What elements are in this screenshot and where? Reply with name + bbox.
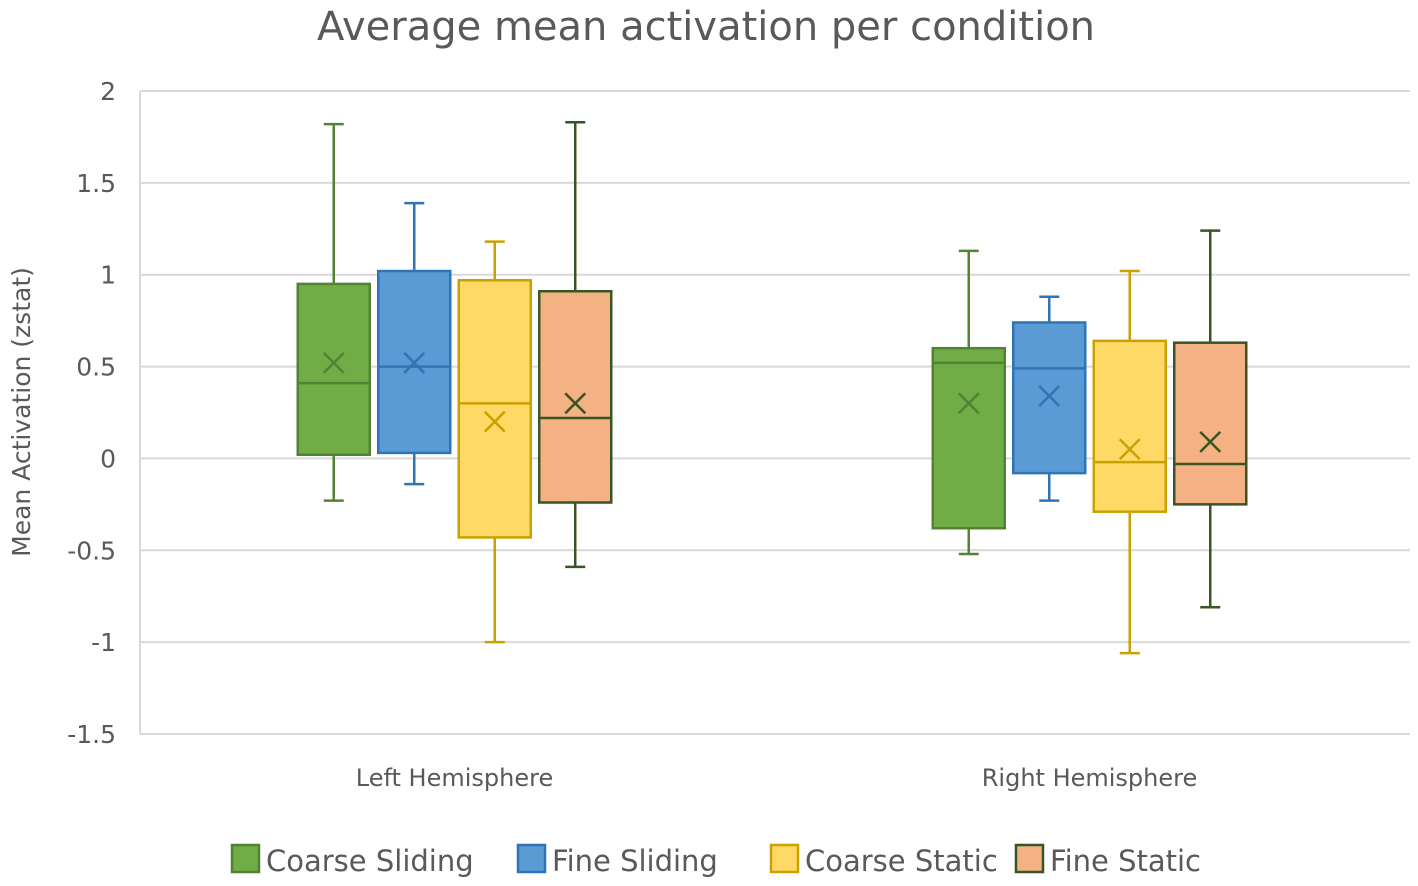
box-1-2 (931, 249, 1006, 556)
box-4-2 (1173, 229, 1248, 609)
y-tick-label: -1 (91, 628, 116, 657)
y-tick-label: 2 (100, 77, 116, 106)
mean-marker (322, 352, 345, 374)
x-tick-label: Right Hemisphere (982, 764, 1198, 792)
box-3-2 (1092, 269, 1167, 655)
box-iqr (931, 346, 1006, 530)
mean-marker (957, 392, 980, 415)
box-iqr (538, 289, 613, 504)
legend-swatch (769, 843, 800, 874)
y-axis-ticks: 2 1.5 1 0.5 0 -0.5 -1 -1.5 (67, 77, 116, 749)
mean-marker (1199, 431, 1222, 453)
box-4-1 (538, 120, 613, 569)
x-axis-ticks: Left Hemisphere Right Hemisphere (356, 764, 1197, 792)
box-3-1 (457, 240, 532, 644)
box-iqr (1173, 341, 1248, 506)
box-iqr (1012, 321, 1087, 475)
y-tick-label: 0.5 (76, 353, 116, 382)
mean-marker (483, 410, 506, 433)
legend-label: Fine Static (1050, 844, 1201, 878)
legend-swatch (1014, 843, 1045, 874)
y-axis-label: Mean Activation (zstat) (7, 267, 36, 557)
y-tick-label: 0 (100, 444, 116, 473)
y-tick-label: 1 (100, 261, 116, 290)
box-iqr (457, 278, 532, 539)
x-tick-label: Left Hemisphere (356, 764, 553, 792)
y-tick-label: -0.5 (67, 536, 116, 565)
box-2-2 (1012, 295, 1087, 502)
y-tick-label: 1.5 (76, 169, 116, 198)
box-series (296, 120, 1248, 655)
legend-label: Fine Sliding (552, 844, 718, 878)
legend-label: Coarse Sliding (266, 844, 474, 878)
box-iqr (296, 282, 371, 457)
y-tick-label: -1.5 (67, 720, 116, 749)
chart-title: Average mean activation per condition (317, 4, 1095, 50)
mean-marker (1038, 385, 1061, 407)
mean-marker (403, 352, 426, 374)
legend-label: Coarse Static (805, 844, 998, 878)
box-1-1 (296, 122, 371, 502)
mean-marker (564, 392, 587, 415)
legend-swatch (230, 843, 261, 874)
box-iqr (1092, 339, 1167, 513)
box-2-1 (377, 201, 452, 486)
mean-marker (1118, 438, 1141, 461)
legend: Coarse Sliding Fine Sliding Coarse Static F… (230, 843, 1201, 878)
legend-swatch (516, 843, 547, 874)
